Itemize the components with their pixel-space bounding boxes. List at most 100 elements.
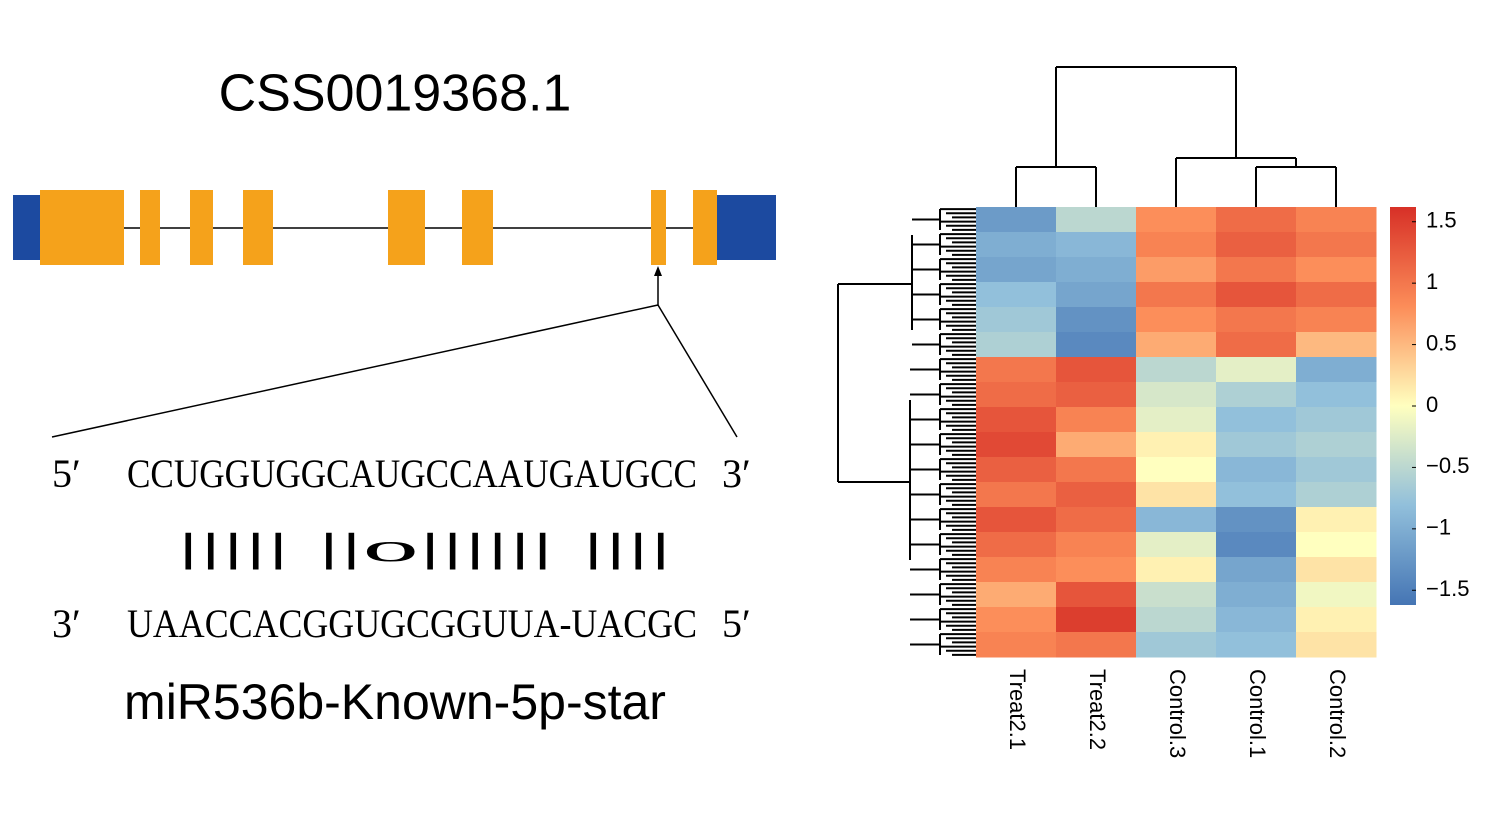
- strand-end: 5′: [722, 601, 751, 646]
- heatmap-cell: [1296, 432, 1377, 458]
- heatmap-cell: [1056, 507, 1137, 533]
- heatmap-cell: [1056, 557, 1137, 583]
- heatmap-cell: [1136, 382, 1217, 408]
- mirna-label: miR536b-Known-5p-star: [124, 674, 666, 730]
- column-label: Treat2.2: [1085, 669, 1110, 750]
- heatmap-cell: [1136, 332, 1217, 358]
- pairing: ||||| ||o|||||| ||||: [177, 525, 672, 570]
- exon: [140, 190, 160, 265]
- heatmap-cell: [1216, 632, 1297, 658]
- colorbar: [1390, 207, 1416, 605]
- heatmap-cell: [1216, 532, 1297, 558]
- heatmap-cell: [1216, 382, 1297, 408]
- heatmap-cell: [1136, 557, 1217, 583]
- column-label: Control.1: [1245, 669, 1270, 758]
- zoom-line: [51, 304, 659, 438]
- heatmap-cell: [976, 257, 1057, 283]
- colorbar-label: 0: [1426, 392, 1438, 417]
- exon: [462, 190, 493, 265]
- heatmap-cell: [1136, 607, 1217, 633]
- heatmap-cell: [1216, 582, 1297, 608]
- heatmap-cell: [1056, 307, 1137, 333]
- heatmap-cell: [1056, 632, 1137, 658]
- heatmap-cell: [1216, 232, 1297, 258]
- heatmap-cell: [1136, 257, 1217, 283]
- heatmap-cell: [1296, 382, 1377, 408]
- heatmap-cell: [1296, 282, 1377, 308]
- heatmap-cell: [1296, 632, 1377, 658]
- alignment: 5′ CCUGGUGGCAUGCCAAUGAUGCC 3′ ||||| ||o|…: [52, 451, 751, 730]
- heatmap-cell: [1216, 482, 1297, 508]
- heatmap-cell: [1056, 232, 1137, 258]
- colorbar-label: 1.5: [1426, 208, 1457, 233]
- exon: [693, 190, 717, 265]
- heatmap-cell: [1056, 382, 1137, 408]
- heatmap-cell: [1216, 607, 1297, 633]
- strand-end: 5′: [52, 451, 81, 496]
- heatmap-cell: [1136, 532, 1217, 558]
- heatmap-cell: [1136, 482, 1217, 508]
- heatmap-cell: [1136, 582, 1217, 608]
- heatmap-cell: [1296, 207, 1377, 233]
- heatmap-cell: [1296, 332, 1377, 358]
- heatmap-cell: [1136, 357, 1217, 383]
- heatmap-cell: [1056, 282, 1137, 308]
- column-label: Control.2: [1325, 669, 1350, 758]
- heatmap-cell: [1136, 432, 1217, 458]
- heatmap-cell: [976, 482, 1057, 508]
- utr: [13, 195, 40, 260]
- heatmap-cell: [976, 407, 1057, 433]
- heatmap-cell: [1296, 407, 1377, 433]
- strand-end: 3′: [52, 601, 81, 646]
- heatmap-cell: [976, 307, 1057, 333]
- heatmap-cell: [976, 507, 1057, 533]
- heatmap-cell: [1216, 332, 1297, 358]
- strand-end: 3′: [722, 451, 751, 496]
- heatmap-cell: [1136, 407, 1217, 433]
- exon: [40, 190, 124, 265]
- heatmap-cell: [976, 432, 1057, 458]
- heatmap-cell: [1136, 282, 1217, 308]
- heatmap-cell: [1296, 557, 1377, 583]
- heatmap-cell: [1216, 507, 1297, 533]
- heatmap-cell: [1136, 507, 1217, 533]
- exon: [190, 190, 213, 265]
- colorbar-label: −0.5: [1426, 453, 1469, 478]
- exon: [243, 190, 273, 265]
- zoom-line: [657, 304, 738, 438]
- exon: [651, 190, 666, 265]
- heatmap-cell: [1136, 457, 1217, 483]
- heatmap-cell: [976, 332, 1057, 358]
- mirna-sequence: UAACCACGGUGCGGUUA-UACGC: [127, 601, 697, 646]
- heatmap-cell: [1296, 232, 1377, 258]
- heatmap-cell: [976, 582, 1057, 608]
- heatmap-cell: [1056, 207, 1137, 233]
- heatmap-cell: [1296, 532, 1377, 558]
- heatmap-cell: [1216, 557, 1297, 583]
- heatmap-cell: [976, 232, 1057, 258]
- heatmap-cell: [1296, 482, 1377, 508]
- heatmap-cell: [1136, 232, 1217, 258]
- heatmap-cell: [1296, 507, 1377, 533]
- gene-structure: [13, 190, 776, 438]
- heatmap-cell: [1296, 582, 1377, 608]
- heatmap-cell: [1056, 432, 1137, 458]
- heatmap-cell: [1216, 357, 1297, 383]
- heatmap-cell: [976, 457, 1057, 483]
- heatmap-cell: [1056, 357, 1137, 383]
- heatmap-cell: [976, 357, 1057, 383]
- arrow-head: [654, 266, 662, 276]
- heatmap-cell: [1216, 407, 1297, 433]
- column-label: Treat2.1: [1005, 669, 1030, 750]
- colorbar-label: 0.5: [1426, 330, 1457, 355]
- heatmap-cell: [1296, 357, 1377, 383]
- column-dendrogram: [1015, 66, 1337, 207]
- heatmap-cell: [976, 632, 1057, 658]
- heatmap-cell: [1136, 207, 1217, 233]
- heatmap-cell: [1056, 332, 1137, 358]
- heatmap-cell: [1216, 307, 1297, 333]
- heatmap-cell: [1056, 532, 1137, 558]
- heatmap-cell: [1136, 632, 1217, 658]
- heatmap-cell: [1056, 407, 1137, 433]
